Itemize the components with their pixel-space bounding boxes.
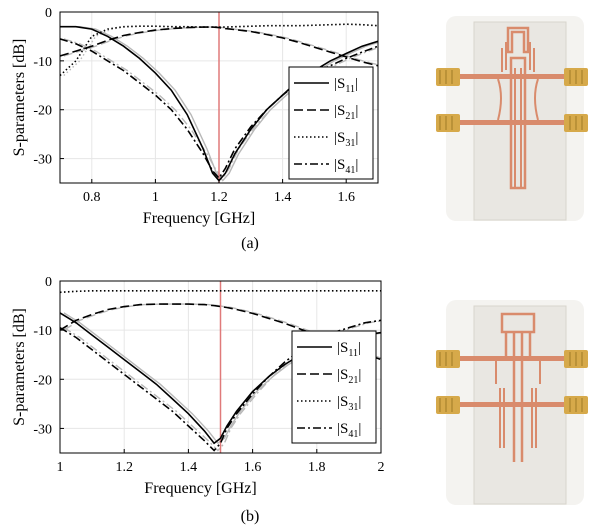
legend-box <box>291 330 377 444</box>
x-axis-label: Frequency [GHz] <box>144 480 256 497</box>
x-tick-label: 1.4 <box>274 190 292 205</box>
figure-panel-b: 1 1.2 1.4 1.6 1.8 2 0 -10 -20 -30 Frequency [GHz] S… <box>0 263 590 526</box>
y-tick-label: 0 <box>45 275 52 290</box>
chart-b-plot: 1 1.2 1.4 1.6 1.8 2 0 -10 -20 -30 Frequency [GHz] S… <box>11 275 385 497</box>
y-axis-label: S-parameters [dB] <box>11 39 28 157</box>
legend-label-21: |S21| <box>334 103 358 122</box>
series-line-31 <box>60 289 381 294</box>
legend-label-31: |S31| <box>337 394 361 413</box>
series-line-21 <box>60 26 378 67</box>
panel-label-b: (b) <box>241 508 260 525</box>
y-axis-label: S-parameters [dB] <box>11 308 28 426</box>
x-tick-label: 2 <box>378 460 385 475</box>
legend-label-31: |S31| <box>334 130 358 149</box>
board-photo-a <box>436 16 588 221</box>
x-tick-label: 1.2 <box>115 460 133 475</box>
x-tick-label: 1.2 <box>210 190 228 205</box>
chart-a-plot: 0.8 1 1.2 1.4 1.6 0 -10 -20 -30 Frequency [GHz] S-… <box>11 6 379 227</box>
legend: |S11| |S21| |S31| |S41| <box>288 66 374 180</box>
reference-trace-4 <box>63 38 378 180</box>
y-tick-label: -20 <box>33 104 52 119</box>
legend-label-21: |S21| <box>337 367 361 386</box>
figure-panel-a: 0.8 1 1.2 1.4 1.6 0 -10 -20 -30 Frequency [GHz] S-… <box>0 0 590 263</box>
panel-label-a: (a) <box>241 235 259 252</box>
y-tick-label: -30 <box>33 153 52 168</box>
x-tick-label: 0.8 <box>83 190 101 205</box>
legend-box <box>288 66 374 180</box>
legend-label-41: |S41| <box>334 157 358 176</box>
series-line-31 <box>60 23 378 77</box>
y-tick-label: -20 <box>33 373 52 388</box>
y-tick-label: -10 <box>33 55 52 70</box>
series-line-41 <box>60 38 378 180</box>
y-tick-label: -10 <box>33 324 52 339</box>
legend-label-11: |S11| <box>337 340 361 359</box>
x-axis-label: Frequency [GHz] <box>143 210 255 227</box>
x-tick-label: 1 <box>57 460 64 475</box>
y-tick-label: 0 <box>45 6 52 21</box>
chart-b-svg: 1 1.2 1.4 1.6 1.8 2 0 -10 -20 -30 Frequency [GHz] S… <box>11 275 588 525</box>
x-tick-label: 1.6 <box>337 190 355 205</box>
x-tick-label: 1 <box>152 190 159 205</box>
reference-trace-2 <box>63 26 378 66</box>
chart-a-svg: 0.8 1 1.2 1.4 1.6 0 -10 -20 -30 Frequency [GHz] S-… <box>11 6 588 252</box>
board-photo-b <box>436 300 588 505</box>
x-tick-label: 1.4 <box>180 460 198 475</box>
x-tick-label: 1.8 <box>308 460 326 475</box>
legend-label-11: |S11| <box>334 76 358 95</box>
legend-label-41: |S41| <box>337 421 361 440</box>
y-tick-label: -30 <box>33 422 52 437</box>
legend: |S11| |S21| |S31| |S41| <box>291 330 377 444</box>
plot-frame <box>59 280 382 454</box>
x-tick-label: 1.6 <box>244 460 262 475</box>
